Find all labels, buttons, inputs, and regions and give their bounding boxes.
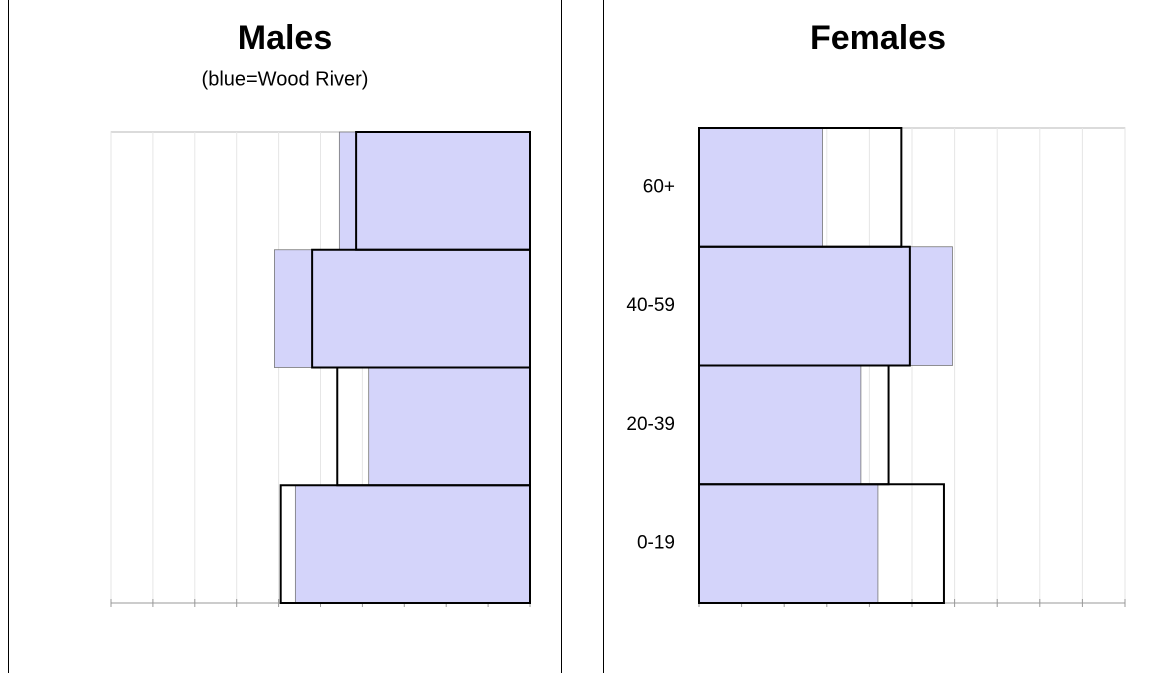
- chart-title: Males: [238, 19, 333, 57]
- bar: [698, 127, 823, 248]
- bar: [368, 367, 531, 486]
- bar: [698, 365, 862, 485]
- bar: [698, 246, 953, 366]
- y-tick-label: 20-39: [626, 414, 675, 435]
- panel-frame: [8, 0, 562, 673]
- bar-outline: [698, 127, 903, 248]
- y-tick-label: 0-19: [637, 533, 675, 554]
- chart-subtitle: (blue=Wood River): [202, 68, 369, 90]
- y-tick-label: 40-59: [626, 295, 675, 316]
- bar: [274, 249, 531, 368]
- bar: [698, 483, 879, 604]
- chart-title: Females: [810, 19, 946, 57]
- panel-frame: [603, 0, 604, 673]
- y-tick-label: 60+: [643, 176, 675, 197]
- bar: [338, 131, 531, 251]
- bar-outline: [355, 131, 531, 251]
- bar: [294, 484, 531, 604]
